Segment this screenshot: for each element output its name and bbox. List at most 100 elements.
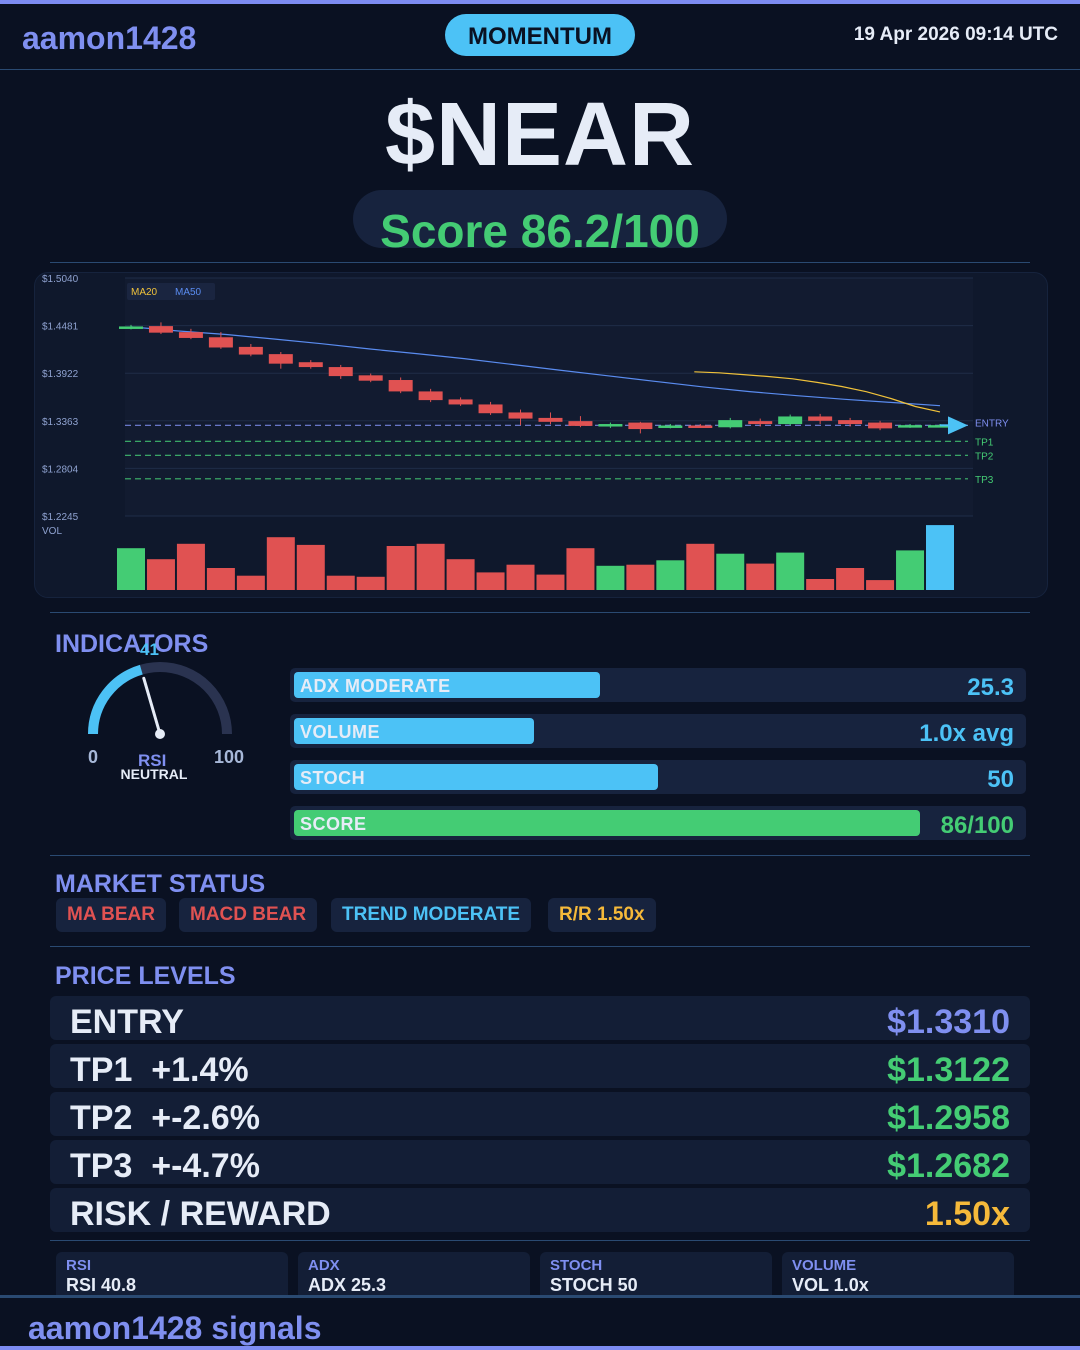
level-tag-tp1: TP1	[975, 437, 994, 448]
top-accent-strip	[0, 0, 1080, 4]
volume-bar	[866, 580, 895, 590]
volume-bar	[836, 568, 865, 590]
indicator-bar-value: 1.0x avg	[919, 720, 1014, 747]
score-badge: Score 86.2/100	[353, 190, 727, 248]
score-divider	[50, 262, 1030, 263]
candle-body	[478, 404, 503, 414]
candle-body	[718, 420, 743, 428]
volume-bar	[146, 559, 175, 590]
volume-bar	[926, 525, 954, 590]
volume-bar	[566, 548, 595, 590]
indicator-bar-adx: ADX MODERATE 25.3	[290, 668, 1026, 702]
y-tick-label: $1.3363	[42, 417, 79, 428]
level-row-tp1: TP1 +1.4% $1.3122	[50, 1044, 1030, 1089]
rsi-gauge	[88, 662, 232, 739]
candle-body	[868, 422, 893, 429]
stat-value: RSI 40.8	[66, 1275, 137, 1295]
level-tag-entry: ENTRY	[975, 418, 1009, 429]
level-tag-tp3: TP3	[975, 475, 994, 486]
level-label: TP2 +-2.6%	[70, 1099, 260, 1137]
candle-body	[148, 326, 173, 333]
candle-body	[598, 424, 623, 427]
candle-body	[838, 420, 863, 425]
candle-body	[328, 367, 353, 377]
entry-arrow-icon	[948, 416, 968, 435]
ma50-line	[130, 326, 941, 407]
volume-bar	[806, 579, 835, 590]
candle-body	[568, 421, 593, 426]
level-label: TP1 +1.4%	[70, 1051, 249, 1089]
volume-bar	[446, 559, 475, 590]
stat-title: RSI	[66, 1257, 92, 1274]
level-row-tp3: TP3 +-4.7% $1.2682	[50, 1140, 1030, 1185]
candle-body	[808, 416, 833, 421]
candle-body	[418, 391, 443, 401]
volume-bar	[506, 564, 535, 590]
candle-body	[119, 326, 143, 329]
y-tick-label: $1.2804	[42, 464, 79, 475]
level-row-tp2: TP2 +-2.6% $1.2958	[50, 1092, 1030, 1137]
status-chip-ma: MA BEAR	[56, 898, 166, 932]
level-label: RISK / REWARD	[70, 1195, 331, 1233]
candle-body	[778, 416, 803, 425]
candle-body	[688, 425, 713, 428]
indicator-bar-volume: VOLUME 1.0x avg	[290, 714, 1026, 748]
rsi-gauge-value: 41	[140, 640, 159, 659]
price-chart: $1.5040 $1.4481 $1.3922 $1.3363 $1.2804 $1.22…	[42, 274, 1009, 590]
legend-ma50: MA50	[175, 287, 202, 298]
stat-value: ADX 25.3	[308, 1275, 387, 1295]
section-divider	[50, 946, 1030, 947]
level-tag-tp2: TP2	[975, 451, 994, 462]
indicator-bar-fill	[294, 718, 534, 744]
candle-body	[448, 399, 473, 405]
rsi-gauge-max: 100	[214, 747, 245, 767]
plot-area	[125, 278, 973, 516]
level-row-risk-reward: RISK / REWARD 1.50x	[50, 1188, 1030, 1233]
status-chip-rr: R/R 1.50x	[548, 898, 656, 932]
rsi-gauge-label: RSI	[138, 751, 167, 770]
level-value: $1.2958	[887, 1099, 1010, 1137]
market-status-title: MARKET STATUS	[55, 870, 266, 898]
score-label: Score 86.2/100	[380, 205, 700, 248]
mode-badge: MOMENTUM	[445, 14, 635, 56]
legend-ma20: MA20	[131, 287, 158, 298]
stat-value: VOL 1.0x	[792, 1275, 869, 1295]
footer-bar	[0, 1295, 1080, 1350]
volume-bar	[536, 574, 565, 590]
y-tick-label: $1.3922	[42, 369, 79, 380]
volume-bar	[746, 563, 775, 590]
indicator-bar-label: VOLUME	[300, 722, 381, 742]
status-chip-trend: TREND MODERATE	[331, 898, 532, 932]
volume-bar	[206, 568, 235, 590]
level-label: ENTRY	[70, 1003, 184, 1041]
volume-bar	[356, 576, 385, 590]
candle-body	[898, 425, 923, 428]
timestamp: 19 Apr 2026 09:14 UTC	[853, 24, 1058, 45]
indicator-bar-value: 86/100	[940, 812, 1014, 839]
stat-box-adx: ADX ADX 25.3	[298, 1252, 530, 1302]
indicator-bar-score: SCORE 86/100	[290, 806, 1026, 840]
candle-body	[358, 375, 383, 381]
rsi-gauge-min: 0	[88, 747, 99, 767]
volume-bar	[716, 553, 745, 590]
candle-body	[628, 422, 653, 430]
y-tick-label: $1.5040	[42, 274, 79, 285]
volume-bar	[416, 543, 445, 590]
indicators-title: INDICATORS	[55, 630, 209, 658]
stat-box-volume: VOLUME VOL 1.0x	[782, 1252, 1014, 1302]
volume-bar	[266, 537, 295, 590]
volume-bar	[476, 572, 505, 590]
volume-bar	[296, 544, 325, 590]
volume-bar	[686, 543, 715, 590]
candle-body	[178, 332, 203, 338]
indicator-bar-fill	[294, 672, 600, 698]
volume-bar	[386, 546, 415, 590]
level-row-entry: ENTRY $1.3310	[50, 996, 1030, 1041]
indicator-bar-label: STOCH	[300, 768, 366, 788]
section-divider	[50, 1240, 1030, 1241]
stat-value: STOCH 50	[550, 1275, 638, 1295]
ticker-symbol: $NEAR	[384, 85, 696, 185]
candle-body	[748, 421, 773, 425]
brand-name: aamon1428	[22, 20, 197, 56]
volume-bar	[326, 575, 355, 590]
